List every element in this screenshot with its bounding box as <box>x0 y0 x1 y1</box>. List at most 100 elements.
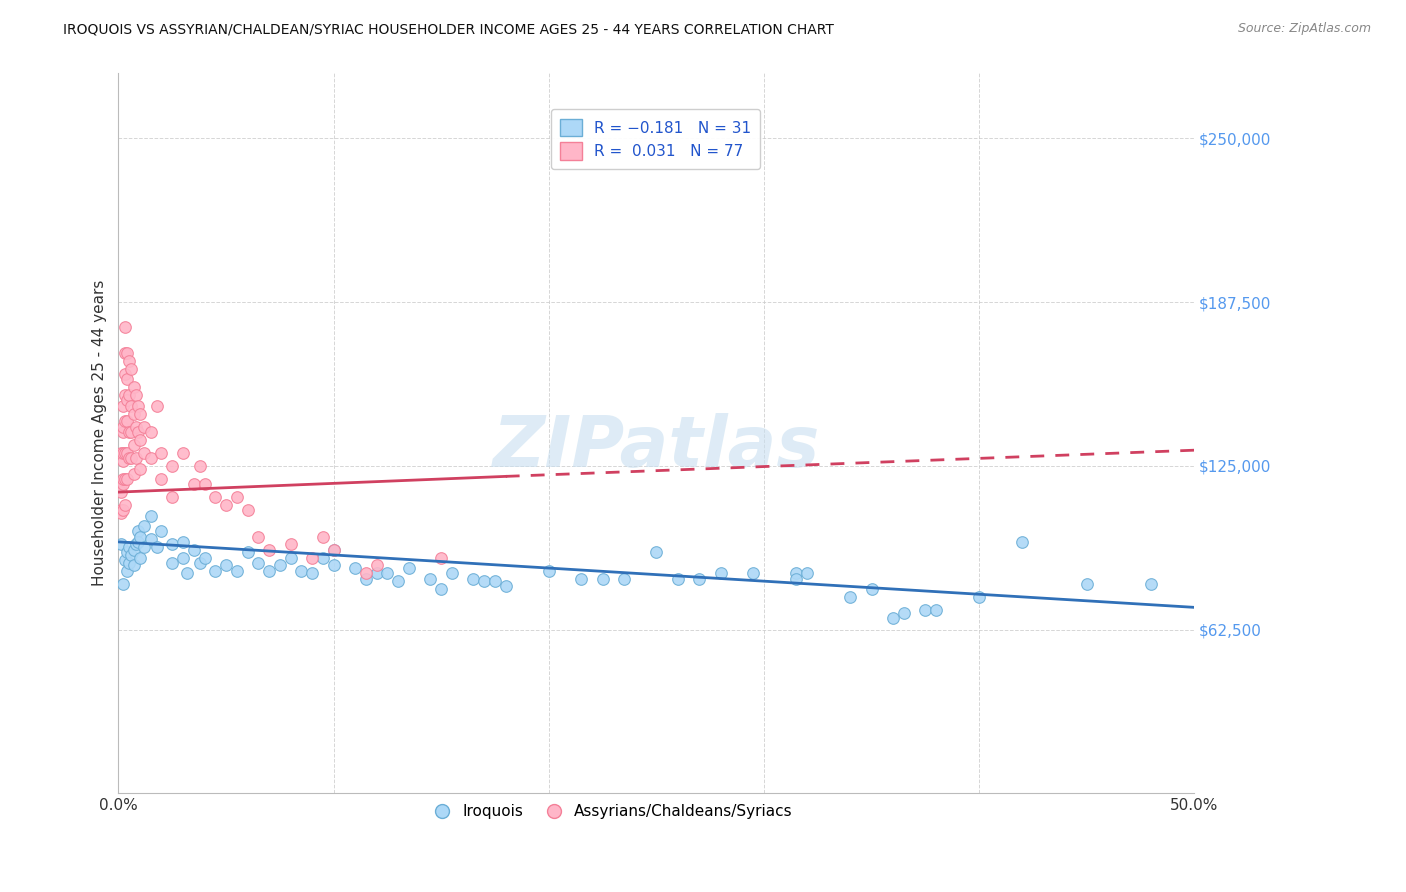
Point <box>110 503 132 517</box>
Point <box>160 556 183 570</box>
Point <box>129 461 152 475</box>
Point <box>344 561 367 575</box>
Point <box>472 574 495 589</box>
Point <box>613 572 636 586</box>
Point <box>111 399 134 413</box>
Point <box>290 564 312 578</box>
Point <box>366 558 388 573</box>
Point <box>115 393 138 408</box>
Point <box>139 508 162 523</box>
Point <box>129 550 152 565</box>
Point <box>122 467 145 481</box>
Point <box>215 558 238 573</box>
Point <box>139 425 162 439</box>
Point <box>215 498 238 512</box>
Point <box>860 582 883 596</box>
Point <box>110 446 132 460</box>
Point <box>150 524 173 539</box>
Point <box>129 530 152 544</box>
Point <box>322 542 344 557</box>
Point <box>150 472 173 486</box>
Point <box>172 446 194 460</box>
Point <box>193 550 215 565</box>
Point <box>1011 534 1033 549</box>
Point <box>495 579 517 593</box>
Point <box>430 550 453 565</box>
Point <box>111 503 134 517</box>
Point <box>322 542 344 557</box>
Point <box>122 542 145 557</box>
Point <box>280 537 302 551</box>
Point <box>127 524 149 539</box>
Point <box>118 556 141 570</box>
Point <box>114 553 136 567</box>
Point <box>134 446 156 460</box>
Point <box>118 388 141 402</box>
Point <box>110 485 132 500</box>
Point <box>172 550 194 565</box>
Point <box>839 590 862 604</box>
Point <box>134 540 156 554</box>
Point <box>118 451 141 466</box>
Point <box>419 572 441 586</box>
Point <box>115 564 138 578</box>
Point <box>188 556 211 570</box>
Text: Source: ZipAtlas.com: Source: ZipAtlas.com <box>1237 22 1371 36</box>
Point <box>592 572 614 586</box>
Point <box>115 446 138 460</box>
Point <box>1076 576 1098 591</box>
Point <box>115 545 138 559</box>
Point <box>134 519 156 533</box>
Point <box>236 503 259 517</box>
Point <box>129 433 152 447</box>
Point <box>114 414 136 428</box>
Point <box>366 566 388 581</box>
Point <box>127 425 149 439</box>
Point <box>188 458 211 473</box>
Point <box>914 603 936 617</box>
Point <box>115 346 138 360</box>
Point <box>183 477 205 491</box>
Point <box>120 399 142 413</box>
Point <box>225 564 247 578</box>
Point <box>688 572 710 586</box>
Point <box>124 537 146 551</box>
Point <box>120 451 142 466</box>
Point <box>967 590 990 604</box>
Point <box>114 346 136 360</box>
Point <box>150 446 173 460</box>
Point <box>127 399 149 413</box>
Point <box>280 550 302 565</box>
Point <box>160 537 183 551</box>
Point <box>398 561 420 575</box>
Point <box>742 566 765 581</box>
Point <box>122 438 145 452</box>
Point <box>463 572 485 586</box>
Text: IROQUOIS VS ASSYRIAN/CHALDEAN/SYRIAC HOUSEHOLDER INCOME AGES 25 - 44 YEARS CORRE: IROQUOIS VS ASSYRIAN/CHALDEAN/SYRIAC HOU… <box>63 22 834 37</box>
Text: ZIPatlas: ZIPatlas <box>492 413 820 482</box>
Point <box>124 451 146 466</box>
Point <box>484 574 506 589</box>
Point <box>146 540 169 554</box>
Point <box>257 564 280 578</box>
Point <box>440 566 463 581</box>
Point <box>354 566 377 581</box>
Point <box>354 572 377 586</box>
Point <box>160 491 183 505</box>
Point <box>430 582 453 596</box>
Point <box>114 320 136 334</box>
Point <box>236 545 259 559</box>
Point <box>114 498 136 512</box>
Point <box>172 534 194 549</box>
Point <box>312 530 335 544</box>
Point <box>204 491 226 505</box>
Point <box>139 533 162 547</box>
Point <box>204 564 226 578</box>
Point <box>114 368 136 382</box>
Point <box>110 506 132 520</box>
Point <box>115 472 138 486</box>
Point <box>120 548 142 562</box>
Point <box>111 472 134 486</box>
Point <box>122 380 145 394</box>
Point <box>110 537 132 551</box>
